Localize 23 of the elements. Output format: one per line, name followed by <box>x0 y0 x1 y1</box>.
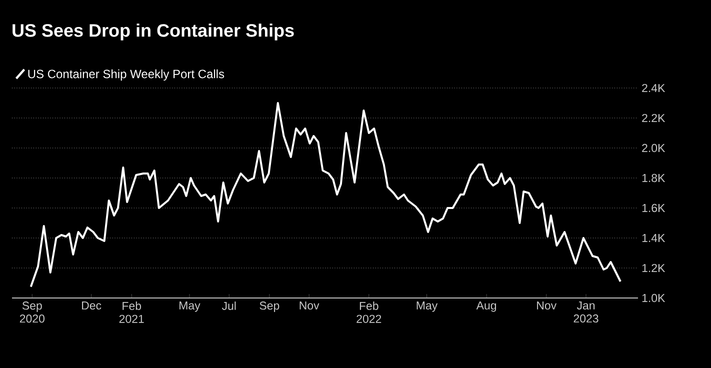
y-tick-label: 1.8K <box>642 174 666 182</box>
x-tick-label: Aug <box>476 302 496 312</box>
x-tick-label: May <box>416 302 438 312</box>
x-tick-label: Sep <box>260 302 280 312</box>
x-tick-label: Dec <box>82 302 102 310</box>
x-tick-label: Nov <box>537 302 557 310</box>
x-tick-label: May <box>180 302 200 312</box>
y-tick-label: 2.4K <box>642 84 666 92</box>
y-tick-label: 1.4K <box>642 234 666 242</box>
y-tick-label: 2.0K <box>642 144 666 152</box>
x-tick-label: Jul <box>222 302 236 310</box>
y-tick-label: 1.0K <box>642 294 666 302</box>
x-tick-label: Feb 2022 <box>356 302 382 323</box>
y-tick-label: 1.6K <box>642 204 666 212</box>
legend-label: US Container Ship Weekly Port Calls <box>28 69 224 81</box>
x-tick-label: Nov <box>300 302 320 310</box>
y-tick-label: 2.2K <box>642 114 666 122</box>
y-tick-label: 1.2K <box>642 264 666 272</box>
chart-title: US Sees Drop in Container Ships <box>12 24 294 40</box>
x-tick-label: Sep 2020 <box>20 302 44 323</box>
x-tick-label: Feb 2021 <box>119 302 144 323</box>
line-series <box>30 102 622 288</box>
x-tick-label: Jan 2023 <box>574 302 598 323</box>
